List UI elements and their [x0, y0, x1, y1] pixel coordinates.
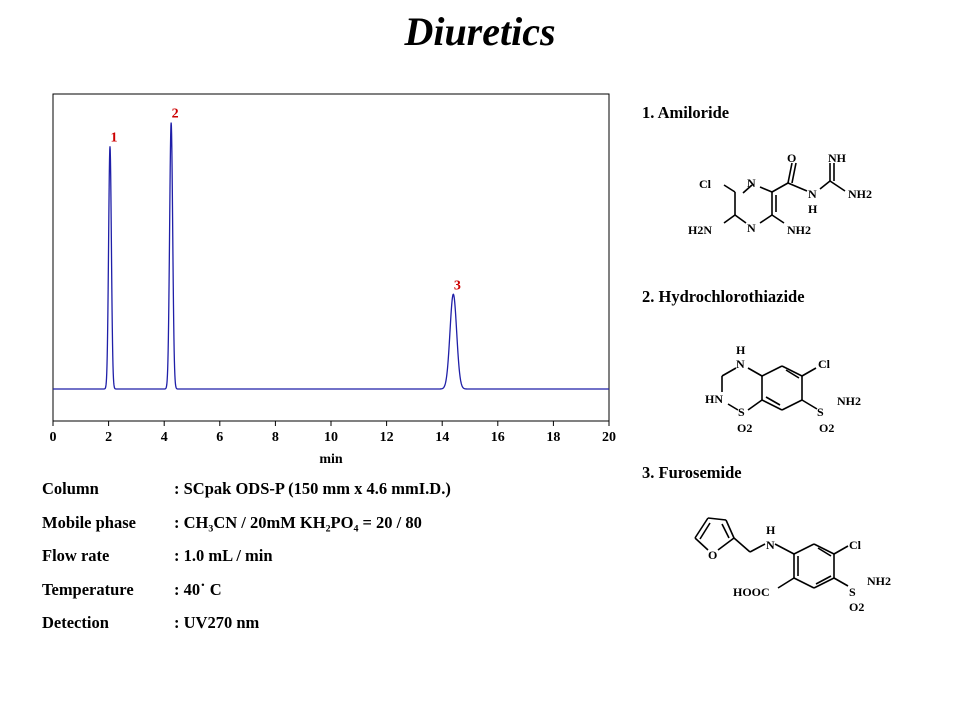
chromatogram-trace: [53, 122, 609, 390]
x-tick-label: 16: [491, 430, 505, 445]
atom-o2a: O2: [737, 421, 752, 435]
condition-row: Temperature : 40˙ C: [42, 579, 602, 613]
condition-label: Detection: [42, 613, 109, 632]
condition-row: Mobile phase : CH₃CN / 20mM KH₂PO₄ = 20 /…: [42, 512, 602, 546]
amiloride-structure: Cl N N O NH N H NH2 H2N NH2: [688, 151, 872, 237]
atom-cl: Cl: [818, 357, 831, 371]
atom-nh: NH: [828, 151, 847, 165]
peak-label-2: 2: [172, 107, 179, 122]
condition-value: : SCpak ODS-P (150 mm x 4.6 mmI.D.): [174, 479, 451, 498]
condition-label: Flow rate: [42, 546, 110, 565]
atom-nh2-ring: NH2: [787, 223, 811, 237]
compound-name-furosemide: 3. Furosemide: [642, 463, 742, 482]
condition-value: : 1.0 mL / min: [174, 546, 273, 565]
atom-hn: HN: [705, 392, 723, 406]
condition-value: : UV270 nm: [174, 613, 260, 632]
condition-value: : CH₃CN / 20mM KH₂PO₄ = 20 / 80: [174, 512, 422, 532]
atom-o: O: [787, 151, 796, 165]
condition-row: Detection : UV270 nm: [42, 612, 602, 646]
chromatogram-chart: 123 0 2 4 6 8 10 12 14 16 18 20 min: [50, 93, 616, 467]
atom-cl: Cl: [699, 177, 712, 191]
atom-n2: N: [747, 221, 756, 235]
atom-cl: Cl: [849, 538, 862, 552]
atom-nh2-top: NH2: [848, 187, 872, 201]
atom-h: H: [766, 523, 776, 537]
atom-s: S: [849, 585, 856, 599]
atom-s1: S: [738, 405, 745, 419]
atom-nh2: NH2: [867, 574, 891, 588]
atom-hooc: HOOC: [733, 585, 770, 599]
condition-label: Mobile phase: [42, 512, 136, 532]
compound-name-hydrochlorothiazide: 2. Hydrochlorothiazide: [642, 287, 805, 306]
compound-name-amiloride: 1. Amiloride: [642, 103, 730, 122]
x-axis-ticks: 0 2 4 6 8 10 12 14 16 18 20: [50, 421, 616, 445]
atom-o: O: [708, 548, 717, 562]
atom-n-amide: N: [808, 187, 817, 201]
hydrochlorothiazide-structure: H N Cl HN S O2 S NH2 O2: [705, 343, 861, 435]
atom-n1: N: [747, 176, 756, 190]
page-title: Diuretics: [404, 9, 556, 54]
x-tick-label: 8: [272, 430, 279, 445]
atom-h: H: [736, 343, 746, 357]
x-tick-label: 2: [105, 430, 112, 445]
condition-row: Flow rate : 1.0 mL / min: [42, 545, 602, 579]
x-tick-label: 20: [602, 430, 616, 445]
condition-value: : 40˙ C: [174, 579, 222, 599]
conditions-list: Column : SCpak ODS-P (150 mm x 4.6 mmI.D.…: [42, 478, 602, 646]
atom-n: N: [736, 357, 745, 371]
atom-o2b: O2: [819, 421, 834, 435]
x-axis-label: min: [319, 452, 343, 467]
peak-label-3: 3: [454, 278, 461, 293]
atom-o2: O2: [849, 600, 864, 614]
atom-h-amide: H: [808, 202, 818, 216]
x-tick-label: 18: [546, 430, 560, 445]
peak-label-1: 1: [110, 130, 117, 145]
x-tick-label: 12: [380, 430, 394, 445]
x-tick-label: 0: [50, 430, 57, 445]
x-tick-label: 6: [216, 430, 223, 445]
condition-label: Column: [42, 479, 99, 498]
x-tick-label: 14: [435, 430, 449, 445]
atom-h2n: H2N: [688, 223, 712, 237]
atom-s2: S: [817, 405, 824, 419]
condition-label: Temperature: [42, 579, 134, 599]
peak-labels: 1 2 3: [110, 107, 460, 294]
x-tick-label: 4: [161, 430, 168, 445]
atom-n: N: [766, 538, 775, 552]
furosemide-structure: O H N Cl HOOC S NH2 O2: [694, 517, 891, 614]
atom-nh2: NH2: [837, 394, 861, 408]
plot-frame: [52, 93, 610, 422]
condition-row: Column : SCpak ODS-P (150 mm x 4.6 mmI.D.…: [42, 478, 602, 512]
x-tick-label: 10: [324, 430, 338, 445]
